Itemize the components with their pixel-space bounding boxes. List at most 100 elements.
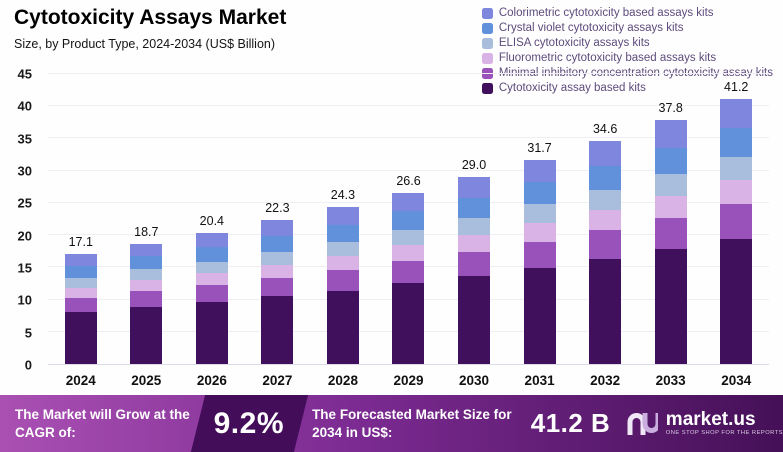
stacked-bar — [130, 74, 163, 364]
y-tick-label: 10 — [17, 292, 32, 308]
bar-segment — [589, 229, 622, 259]
bar-total-label: 18.7 — [134, 224, 159, 239]
bar-segment — [261, 251, 294, 265]
stacked-bar — [195, 74, 228, 364]
x-tick-label: 2034 — [721, 373, 752, 388]
bar-total-label: 37.8 — [658, 101, 683, 116]
y-tick-label: 0 — [24, 357, 32, 373]
bar-segment — [64, 278, 97, 288]
cagr-value: 9.2% — [213, 406, 284, 440]
bar-segment — [654, 173, 687, 196]
bar-segment — [326, 255, 359, 270]
y-tick-label: 45 — [17, 66, 32, 82]
y-tick-label: 35 — [17, 131, 32, 147]
bar-total-label: 26.6 — [396, 173, 421, 188]
bar-segment — [261, 277, 294, 297]
legend-item: Fluorometric cytotoxicity based assays k… — [481, 52, 773, 64]
stacked-bar — [392, 74, 425, 364]
bar-segment — [195, 273, 228, 285]
bar-total-label: 24.3 — [330, 188, 356, 203]
bar-segment — [326, 241, 359, 256]
legend-label: Fluorometric cytotoxicity based assays k… — [498, 52, 717, 64]
bar-segment — [654, 249, 687, 364]
bar-segment — [392, 283, 425, 364]
stacked-bar — [458, 74, 491, 364]
footer-banner: The Market will Grow at the CAGR of: 9.2… — [0, 395, 783, 452]
bar-total-label: 17.1 — [68, 234, 93, 249]
bar-segment — [261, 264, 294, 278]
bar-segment — [458, 276, 491, 364]
y-tick-label: 15 — [17, 260, 32, 276]
bar-segment — [64, 266, 97, 279]
x-tick-label: 2031 — [524, 373, 555, 388]
forecast-value-segment: 41.2 B — [515, 395, 626, 452]
y-axis: 0 5 10 15 20 25 30 35 40 45 — [0, 68, 40, 372]
forecast-label-segment: The Forecasted Market Size for 2034 in U… — [304, 395, 515, 452]
bar-segment — [523, 222, 556, 242]
bar-total-label: 20.4 — [199, 213, 225, 228]
bar-segment — [589, 141, 622, 167]
bar-segment — [392, 260, 425, 284]
bar-segment — [458, 177, 491, 199]
cagr-value-segment: 9.2% — [190, 395, 308, 452]
stacked-bar — [654, 74, 687, 364]
bar-segment — [64, 287, 97, 298]
legend-swatch — [481, 7, 493, 19]
bar-column: 41.2 2034 — [703, 74, 769, 388]
bar-segment — [720, 128, 753, 157]
brand-logo: market.us ONE STOP SHOP FOR THE REPORTS — [626, 395, 783, 452]
bar-segment — [130, 256, 163, 270]
bar-segment — [654, 120, 687, 148]
bar-segment — [523, 241, 556, 268]
forecast-label: The Forecasted Market Size for 2034 in U… — [312, 406, 512, 440]
legend-swatch — [481, 22, 493, 34]
brand-tagline: ONE STOP SHOP FOR THE REPORTS — [665, 430, 783, 437]
bar-segment — [589, 258, 622, 364]
y-tick-label: 5 — [24, 325, 32, 341]
bar-segment — [654, 147, 687, 174]
bar-column: 24.3 2028 — [310, 74, 376, 388]
brand-name: market.us — [665, 409, 756, 431]
x-tick-label: 2033 — [655, 373, 686, 388]
bar-segment — [130, 291, 163, 308]
legend-swatch — [481, 37, 493, 49]
stacked-bar — [326, 74, 359, 364]
bar-total-label: 22.3 — [265, 201, 290, 216]
x-tick-label: 2027 — [262, 373, 293, 388]
legend-label: Cytotoxicity assay based kits — [498, 82, 646, 94]
x-tick-label: 2025 — [131, 373, 162, 388]
bar-column: 29.0 2030 — [441, 74, 507, 388]
bar-total-label: 41.2 — [724, 79, 749, 94]
bar-segment — [589, 166, 622, 191]
bar-segment — [720, 238, 753, 364]
bar-segment — [64, 297, 97, 313]
bar-segment — [195, 247, 228, 262]
bar-column: 17.1 2024 — [48, 74, 114, 388]
bar-segment — [523, 267, 556, 364]
bar-segment — [392, 192, 425, 212]
bar-segment — [64, 312, 97, 364]
bar-column: 26.6 2029 — [376, 74, 442, 388]
bar-segment — [523, 204, 556, 223]
gridline — [48, 137, 769, 139]
cagr-label: The Market will Grow at the CAGR of: — [15, 406, 190, 440]
x-tick-label: 2026 — [196, 373, 227, 388]
bar-segment — [64, 253, 97, 267]
legend-label: ELISA cytotoxicity assays kits — [498, 37, 650, 49]
cagr-label-segment: The Market will Grow at the CAGR of: — [0, 395, 194, 452]
legend-item: Colorimetric cytotoxicity based assays k… — [481, 7, 773, 19]
bar-total-label: 34.6 — [592, 122, 618, 137]
bar-segment — [195, 261, 228, 274]
stacked-bar — [64, 74, 97, 364]
y-tick-label: 25 — [17, 195, 32, 211]
bar-segment — [326, 207, 359, 225]
legend-item: Crystal violet cytotoxicity assays kits — [481, 22, 773, 34]
legend-swatch — [481, 52, 493, 64]
bar-total-label: 31.7 — [527, 140, 552, 155]
x-tick-label: 2032 — [590, 373, 621, 388]
x-tick-label: 2028 — [327, 373, 358, 388]
bar-segment — [195, 302, 228, 364]
y-tick-label: 30 — [17, 163, 32, 179]
bar-segment — [720, 204, 753, 239]
